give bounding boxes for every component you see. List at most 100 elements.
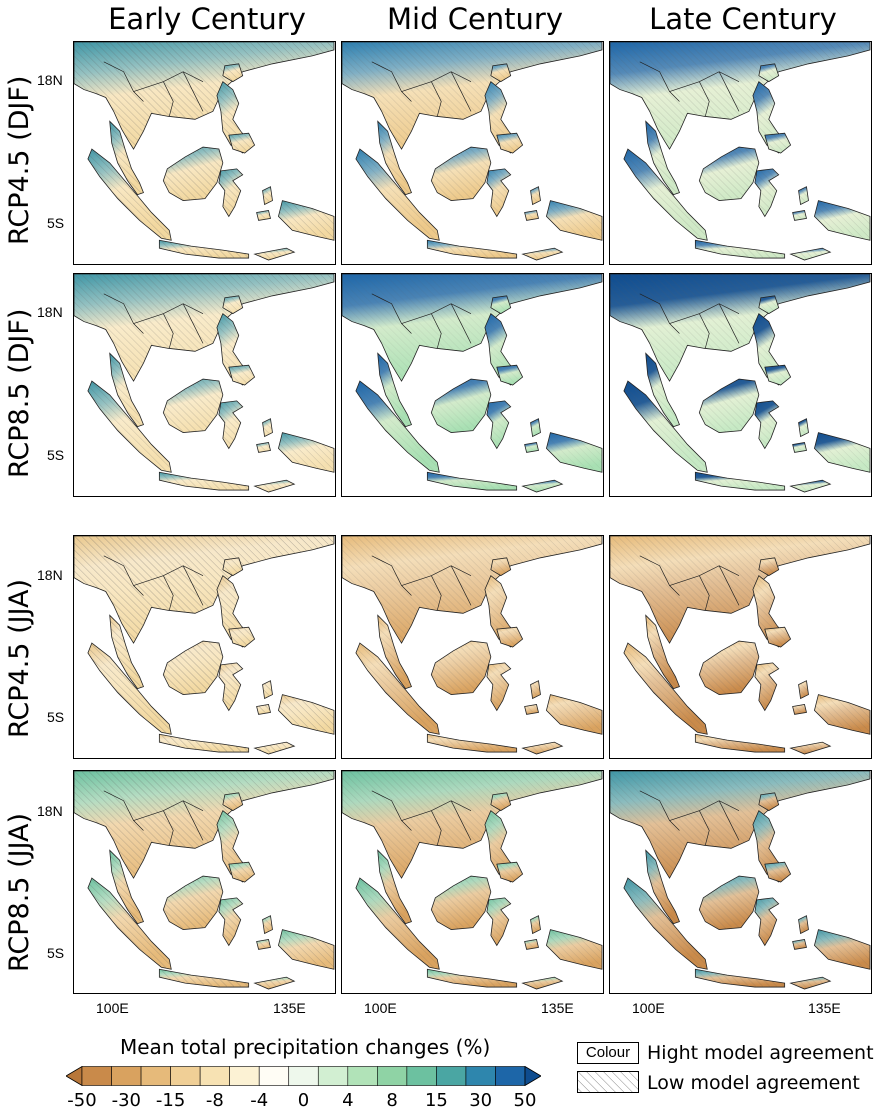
hatch-moluccas2 — [524, 939, 539, 950]
hatch-moluccas2 — [524, 704, 539, 715]
colorbar-swatch — [170, 1066, 201, 1086]
colorbar-swatch — [436, 1066, 467, 1086]
hatch-mindanao — [496, 133, 523, 153]
colorbar-tick-label: -4 — [250, 1090, 269, 1111]
hatch-timor — [522, 977, 563, 990]
hatch-hainan — [222, 295, 243, 314]
hatch-borneo — [163, 379, 223, 433]
map-panel — [73, 535, 336, 759]
hatch-borneo — [699, 379, 759, 433]
hatch-hainan — [490, 63, 511, 82]
hatch-hainan — [490, 295, 511, 314]
lat-tick-18n: 18N — [37, 72, 63, 88]
hatch-peninsula — [645, 615, 680, 689]
hatch-java — [159, 734, 249, 753]
hatch-timor — [790, 742, 831, 755]
hatch-java — [159, 969, 249, 988]
hatch-mindanao — [496, 862, 523, 882]
hatch-mainland — [342, 42, 603, 150]
hatch-hainan — [758, 792, 779, 811]
hatch-mainland — [610, 42, 871, 150]
country-borders — [639, 790, 740, 846]
hatch-mainland — [342, 274, 603, 382]
hatch-papua — [814, 200, 871, 241]
hatch-java — [159, 472, 249, 491]
hatch-moluccas2 — [256, 210, 271, 221]
map-panel — [341, 273, 604, 497]
map-panel — [609, 535, 872, 759]
lon-tick-135e: 135E — [808, 1000, 841, 1016]
hatch-mainland — [74, 771, 335, 879]
map-panel — [609, 273, 872, 497]
colorbar-swatch — [347, 1066, 378, 1086]
hatch-hainan — [758, 63, 779, 82]
hatch-mindanao — [228, 627, 255, 647]
colorbar-tick-label: 0 — [297, 1090, 310, 1111]
hatch-mindanao — [228, 365, 255, 385]
hatch-moluccas2 — [256, 704, 271, 715]
hatch-borneo — [699, 641, 759, 695]
country-borders — [103, 61, 204, 117]
hatch-hainan — [758, 557, 779, 576]
hatch-timor — [522, 248, 563, 261]
hatch-moluccas2 — [524, 210, 539, 221]
country-borders — [103, 790, 204, 846]
colorbar-tick-label: 4 — [342, 1090, 354, 1111]
hatch-sulawesi — [754, 168, 779, 217]
hatch-moluccas1 — [262, 680, 273, 699]
hatch-moluccas2 — [792, 704, 807, 715]
hatch-borneo — [163, 641, 223, 695]
hatch-sulawesi — [754, 400, 779, 449]
colorbar-title: Mean total precipitation changes (%) — [120, 1035, 491, 1059]
map-panel — [609, 41, 872, 265]
hatch-borneo — [431, 641, 491, 695]
country-borders — [371, 790, 472, 846]
hatch-sumatra — [623, 381, 708, 473]
colorbar-tick-label: -8 — [205, 1090, 224, 1111]
hatch-peninsula — [109, 353, 144, 427]
hatch-moluccas2 — [256, 442, 271, 453]
hatch-moluccas2 — [792, 442, 807, 453]
hatch-mainland — [610, 274, 871, 382]
column-title-late: Late Century — [649, 2, 837, 36]
country-borders — [371, 61, 472, 117]
colorbar-swatch — [81, 1066, 112, 1086]
hatch-sumatra — [87, 643, 172, 735]
row-label-rcp45-jja: RCP4.5 (JJA) — [4, 578, 35, 738]
hatch-moluccas1 — [262, 915, 273, 934]
hatch-moluccas2 — [792, 210, 807, 221]
hatch-java — [695, 969, 785, 988]
hatch-borneo — [163, 876, 223, 930]
hatch-moluccas1 — [262, 418, 273, 437]
colorbar-swatch — [199, 1066, 230, 1086]
low-agreement-swatch — [577, 1071, 639, 1093]
row-label-rcp85-jja: RCP8.5 (JJA) — [4, 812, 35, 972]
map-panel — [341, 770, 604, 994]
hatch-peninsula — [377, 121, 412, 195]
hatch-sulawesi — [218, 400, 243, 449]
hatch-timor — [522, 742, 563, 755]
hatch-hainan — [490, 557, 511, 576]
colorbar-tick-label: 30 — [469, 1090, 493, 1111]
hatch-peninsula — [645, 121, 680, 195]
hatch-sumatra — [355, 643, 440, 735]
row-label-rcp45-djf: RCP4.5 (DJF) — [4, 75, 35, 245]
hatch-sulawesi — [218, 168, 243, 217]
hatch-sulawesi — [486, 168, 511, 217]
hatch-mainland — [610, 771, 871, 879]
hatch-java — [695, 472, 785, 491]
country-borders — [639, 61, 740, 117]
hatch-peninsula — [645, 353, 680, 427]
hatch-papua — [546, 200, 603, 241]
colorbar-tick-label: -15 — [155, 1090, 186, 1111]
lat-tick-5s: 5S — [47, 215, 65, 231]
colorbar-tick-label: -50 — [67, 1090, 97, 1111]
colorbar-swatch — [377, 1066, 408, 1086]
hatch-peninsula — [109, 850, 144, 924]
hatch-moluccas1 — [530, 418, 541, 437]
lon-tick-135e: 135E — [273, 1000, 306, 1016]
hatch-sumatra — [355, 381, 440, 473]
hatch-papua — [278, 200, 335, 241]
hatch-moluccas2 — [256, 939, 271, 950]
colorbar — [66, 1066, 541, 1086]
